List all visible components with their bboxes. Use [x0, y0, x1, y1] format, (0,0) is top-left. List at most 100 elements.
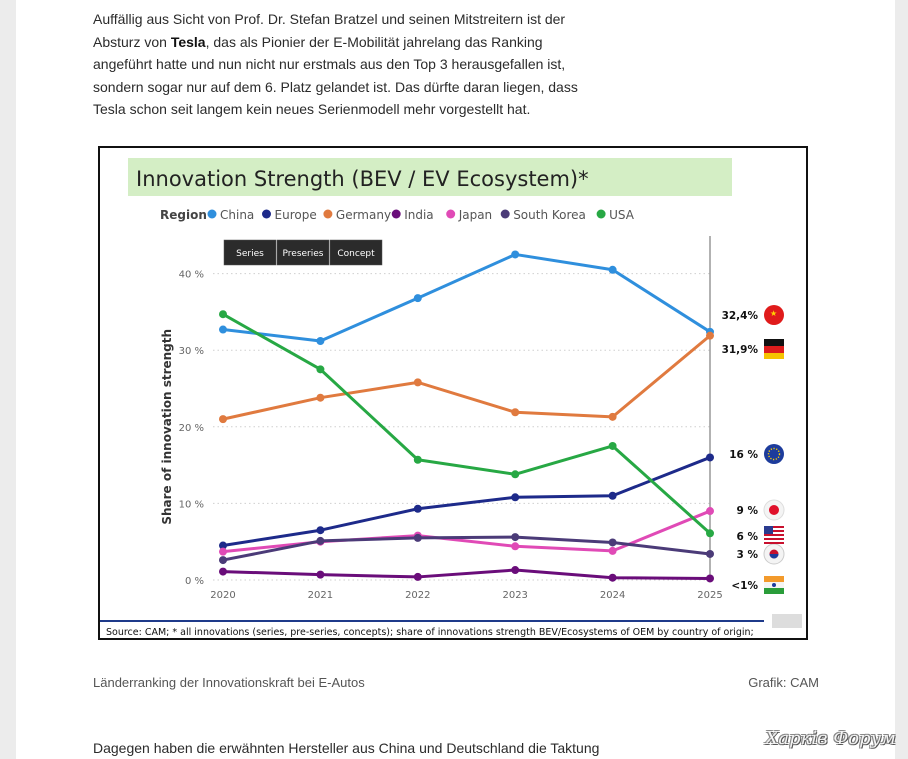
india-flag-chakra [772, 583, 776, 587]
legend-swatch-india [391, 209, 401, 219]
series-line-europe [222, 456, 711, 548]
x-axis: 2020 2021 2022 2023 2024 2025 [210, 590, 722, 601]
usa-flag-stripe [764, 534, 784, 536]
japan-flag-sun [769, 505, 779, 515]
filter-button-series[interactable] [223, 239, 277, 266]
china-flag-disc [764, 305, 784, 325]
data-point-japan [219, 547, 227, 556]
footer-box [772, 614, 802, 628]
germany-flag-red [764, 346, 784, 353]
source-note: Source: CAM; * all innovations (series, … [106, 627, 754, 638]
data-point-usa [316, 365, 325, 374]
data-point-europe [413, 504, 422, 513]
data-point-india [511, 566, 520, 575]
legend-swatch-china [207, 209, 217, 219]
filter-button-concept[interactable] [329, 239, 383, 266]
end-label-europe: 16 % [729, 449, 758, 461]
data-point-south-korea [219, 556, 227, 565]
filter-button-label-preseries: Preseries [283, 249, 324, 259]
legend-label-china: China [220, 208, 254, 222]
series-line-china [222, 252, 711, 343]
y-tick-label: 40 % [179, 270, 204, 281]
end-label-japan: 9 % [737, 505, 759, 517]
legend-swatch-germany [323, 209, 333, 219]
end-label-india: <1% [731, 580, 758, 592]
germany-flag-gold [764, 353, 784, 359]
innovation-chart: Innovation Strength (BEV / EV Ecosystem)… [100, 158, 802, 638]
legend-swatch-south-korea [500, 209, 510, 219]
data-point-germany [219, 415, 227, 424]
series-lines [219, 250, 714, 583]
paragraph-bold-tesla: Tesla [170, 33, 206, 50]
next-paragraph: Dagegen haben die erwähnten Hersteller a… [93, 740, 600, 756]
data-point-india [706, 574, 714, 583]
watermark-logo: Харків Форум [765, 728, 896, 749]
end-labels: 32,4% ★ 16 % 31,9% <1% 9 % 3 % 6 % [722, 305, 785, 594]
data-point-europe [608, 491, 617, 500]
data-point-europe [316, 526, 325, 535]
filter-button-label-series: Series [236, 249, 264, 259]
data-point-japan [706, 507, 714, 516]
legend-swatch-usa [596, 209, 606, 219]
data-point-india [413, 572, 422, 581]
paragraph-text-1: Auffällig aus Sicht von Prof. Dr. Stefan… [93, 11, 566, 50]
usa-flag-icon [764, 526, 784, 544]
india-flag-saffron [764, 576, 784, 582]
y-axis: 0 % 10 % 20 % 30 % 40 % [179, 270, 204, 587]
article-paragraph: Auffällig aus Sicht von Prof. Dr. Stefan… [93, 8, 593, 121]
filter-toolbar: Series Preseries Concept [223, 239, 383, 266]
data-point-india [608, 573, 617, 582]
data-point-south-korea [413, 533, 422, 542]
y-tick-label: 20 % [179, 423, 204, 434]
usa-flag-stripe [764, 542, 784, 544]
series-line-south-korea [222, 535, 711, 562]
legend-label-japan: Japan [458, 208, 492, 222]
eu-flag-icon [764, 444, 784, 464]
data-point-europe [706, 453, 714, 462]
x-tick-label: 2022 [405, 590, 430, 601]
x-tick-label: 2025 [697, 590, 722, 601]
end-label-usa: 6 % [737, 531, 759, 543]
legend-label-usa: USA [609, 208, 635, 222]
data-point-china [219, 325, 227, 334]
china-flag-icon: ★ [764, 305, 784, 325]
title-banner [128, 158, 732, 196]
x-tick-label: 2023 [502, 590, 527, 601]
data-point-europe [219, 541, 227, 550]
korea-flag-icon [763, 543, 785, 565]
data-point-china [316, 337, 325, 346]
x-tick-label: 2024 [600, 590, 625, 601]
data-point-usa [608, 441, 617, 450]
data-point-south-korea [316, 536, 325, 545]
data-point-china [608, 265, 617, 274]
legend-label-south-korea: South Korea [513, 208, 586, 222]
india-flag-green [764, 588, 784, 594]
data-point-usa [706, 529, 714, 538]
eu-flag-disc [764, 444, 784, 464]
end-label-germany: 31,9% [722, 344, 759, 356]
data-point-germany [511, 408, 520, 417]
data-point-south-korea [511, 533, 520, 542]
data-point-usa [511, 470, 520, 479]
filter-button-label-concept: Concept [337, 249, 375, 259]
data-point-india [316, 570, 325, 579]
data-point-japan [608, 546, 617, 555]
filter-button-preseries[interactable] [276, 239, 330, 266]
data-point-germany [413, 378, 422, 387]
eu-flag-stars [767, 447, 781, 461]
legend-swatch-japan [446, 209, 456, 219]
usa-flag-canton [764, 526, 773, 534]
series-line-india [222, 568, 711, 580]
y-tick-label: 0 % [185, 576, 204, 587]
usa-flag-stripe [764, 538, 784, 540]
data-point-south-korea [608, 538, 617, 547]
end-label-south-korea: 3 % [737, 549, 759, 561]
x-tick-label: 2021 [308, 590, 333, 601]
china-flag-star: ★ [770, 309, 777, 318]
data-point-south-korea [706, 549, 714, 558]
korea-flag-taeguk-blue [769, 554, 779, 559]
data-point-germany [316, 393, 325, 402]
y-tick-label: 30 % [179, 346, 204, 357]
data-point-germany [608, 412, 617, 421]
chart-figure: Innovation Strength (BEV / EV Ecosystem)… [98, 146, 808, 640]
